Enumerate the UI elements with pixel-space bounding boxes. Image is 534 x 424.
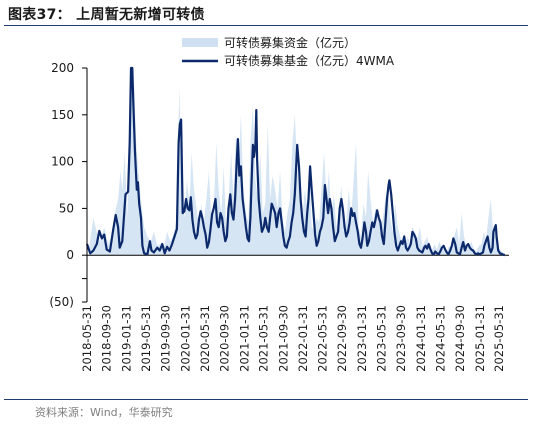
y-tick-label: 50 bbox=[59, 201, 74, 215]
x-tick-label: 2021-09-30 bbox=[276, 305, 290, 372]
y-tick-label: 150 bbox=[51, 108, 74, 122]
x-tick-label: 2019-09-30 bbox=[159, 305, 173, 372]
x-tick-label: 2018-05-31 bbox=[80, 305, 94, 372]
x-tick-label: 2020-05-31 bbox=[198, 305, 212, 372]
x-tick-label: 2025-05-31 bbox=[492, 305, 506, 372]
x-tick-label: 2021-01-31 bbox=[237, 305, 251, 372]
x-tick-label: 2024-05-31 bbox=[433, 305, 447, 372]
source-note: 资料来源：Wind，华泰研究 bbox=[35, 406, 173, 419]
x-tick-label: 2023-09-30 bbox=[394, 305, 408, 372]
title-divider bbox=[4, 25, 528, 26]
legend-label-line-series: 可转债募集基金（亿元）4WMA bbox=[224, 53, 395, 68]
legend-swatch-area bbox=[182, 38, 218, 47]
x-tick-label: 2020-01-31 bbox=[178, 305, 192, 372]
x-tick-label: 2018-09-30 bbox=[100, 305, 114, 372]
line-series-4wma bbox=[85, 66, 506, 257]
y-tick-label: 100 bbox=[51, 155, 74, 169]
chart-legend: 可转债募集资金（亿元） 可转债募集基金（亿元）4WMA bbox=[182, 35, 395, 68]
y-tick-label: 200 bbox=[51, 61, 74, 75]
x-tick-label: 2024-09-30 bbox=[453, 305, 467, 372]
x-tick-label: 2023-05-31 bbox=[374, 305, 388, 372]
x-tick-label: 2022-01-31 bbox=[296, 305, 310, 372]
legend-label-area-series: 可转债募集资金（亿元） bbox=[224, 35, 356, 50]
y-tick-label: (50) bbox=[49, 295, 74, 309]
x-tick-label: 2023-01-31 bbox=[355, 305, 369, 372]
x-tick-label: 2019-05-31 bbox=[139, 305, 153, 372]
plot-area: 200 150 100 50 0 (50) 2018-05-31 2018-09-30 2019… bbox=[49, 61, 509, 372]
x-tick-label: 2025-01-31 bbox=[473, 305, 487, 372]
x-tick-label: 2021-05-31 bbox=[257, 305, 271, 372]
x-tick-label: 2022-05-31 bbox=[316, 305, 330, 372]
footer-divider bbox=[4, 399, 528, 400]
figure-title: 图表37： 上周暂无新增可转债 bbox=[8, 7, 205, 23]
x-tick-label: 2024-01-31 bbox=[414, 305, 428, 372]
x-tick-label: 2020-09-30 bbox=[218, 305, 232, 372]
x-tick-label: 2019-01-31 bbox=[120, 305, 134, 372]
y-tick-label: 0 bbox=[66, 248, 74, 262]
x-tick-label: 2022-09-30 bbox=[335, 305, 349, 372]
